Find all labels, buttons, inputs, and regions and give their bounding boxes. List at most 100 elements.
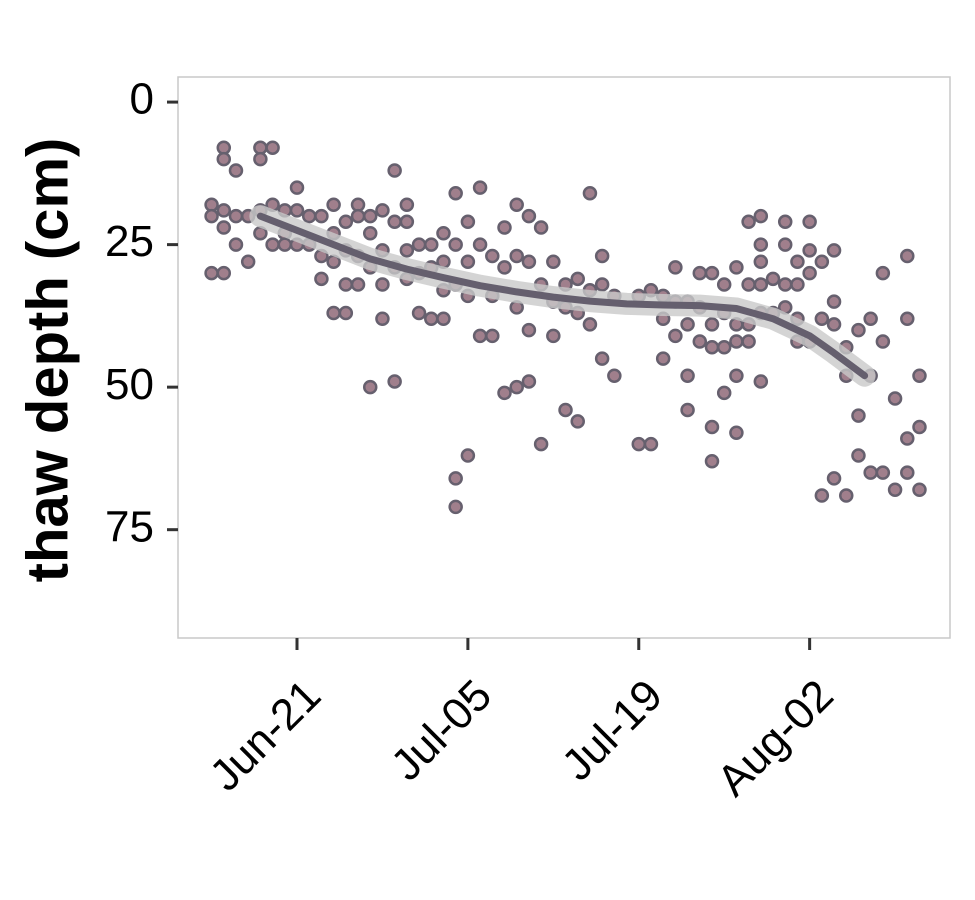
- point: [375, 203, 390, 218]
- point: [314, 208, 329, 224]
- point: [826, 294, 842, 309]
- point: [704, 317, 720, 332]
- point: [448, 499, 463, 515]
- point: [826, 471, 842, 486]
- point: [350, 208, 366, 224]
- point: [741, 334, 756, 349]
- point: [826, 317, 842, 332]
- point: [399, 197, 415, 212]
- point: [594, 351, 610, 366]
- point: [472, 328, 488, 344]
- point: [716, 277, 732, 292]
- point: [704, 339, 720, 355]
- point: [216, 151, 232, 167]
- x-tick-label: Jun-21: [201, 671, 331, 801]
- point: [668, 328, 683, 344]
- point: [326, 305, 341, 321]
- x-tick-label: Aug-02: [708, 671, 843, 806]
- point: [411, 237, 427, 252]
- point: [497, 385, 512, 401]
- point: [289, 203, 305, 218]
- point: [387, 214, 402, 230]
- point: [362, 379, 378, 395]
- point: [387, 163, 402, 178]
- point: [668, 260, 683, 275]
- point: [375, 277, 390, 292]
- point: [497, 260, 512, 275]
- x-tick-label: Jul-19: [553, 671, 672, 790]
- point: [729, 334, 744, 349]
- point: [887, 482, 903, 498]
- point: [411, 305, 427, 321]
- point: [387, 374, 402, 389]
- trend-line: [256, 212, 869, 380]
- x-tick-label: Jul-05: [382, 671, 501, 790]
- point: [204, 208, 219, 224]
- point: [521, 254, 537, 269]
- point: [448, 237, 463, 252]
- point: [741, 277, 756, 292]
- point: [912, 482, 927, 498]
- point: [790, 277, 805, 292]
- point: [863, 465, 878, 480]
- point: [338, 305, 354, 321]
- point: [912, 368, 927, 383]
- point: [301, 208, 317, 224]
- point: [777, 214, 793, 230]
- point: [777, 237, 793, 252]
- point: [594, 248, 610, 264]
- point: [802, 243, 817, 258]
- point: [216, 220, 232, 235]
- point: [912, 419, 927, 435]
- point: [594, 277, 610, 292]
- point: [485, 328, 500, 344]
- point: [362, 225, 378, 241]
- point: [716, 385, 732, 401]
- point: [729, 425, 744, 441]
- point: [814, 311, 830, 326]
- point: [546, 254, 561, 269]
- point: [533, 220, 549, 235]
- point: [570, 271, 585, 287]
- point: [448, 471, 463, 486]
- point: [875, 465, 891, 480]
- point: [436, 225, 451, 241]
- point: [228, 208, 244, 224]
- point: [863, 311, 878, 326]
- point: [460, 448, 476, 463]
- point: [680, 317, 695, 332]
- point: [375, 311, 390, 326]
- point: [753, 254, 769, 269]
- point: [655, 351, 671, 366]
- point: [887, 391, 903, 406]
- point: [875, 334, 891, 349]
- point: [680, 368, 695, 383]
- point: [900, 311, 915, 326]
- point: [521, 322, 537, 338]
- point: [289, 180, 305, 195]
- point: [228, 163, 244, 178]
- y-axis-label: thaw depth (cm): [15, 138, 80, 583]
- point: [814, 254, 830, 269]
- y-tick-label: 0: [130, 75, 154, 124]
- point: [851, 448, 866, 463]
- point: [472, 237, 488, 252]
- point: [802, 214, 817, 230]
- point: [704, 419, 720, 435]
- point: [338, 277, 354, 292]
- point: [900, 465, 915, 480]
- point: [558, 402, 573, 418]
- point: [765, 271, 781, 287]
- point: [643, 436, 659, 452]
- point: [338, 214, 354, 230]
- point: [692, 334, 708, 349]
- point: [533, 436, 549, 452]
- y-tick-label: 25: [105, 217, 154, 266]
- point: [900, 431, 915, 446]
- point: [875, 265, 891, 281]
- point: [716, 339, 732, 355]
- point: [790, 254, 805, 269]
- point: [460, 214, 476, 230]
- panel: [177, 76, 951, 639]
